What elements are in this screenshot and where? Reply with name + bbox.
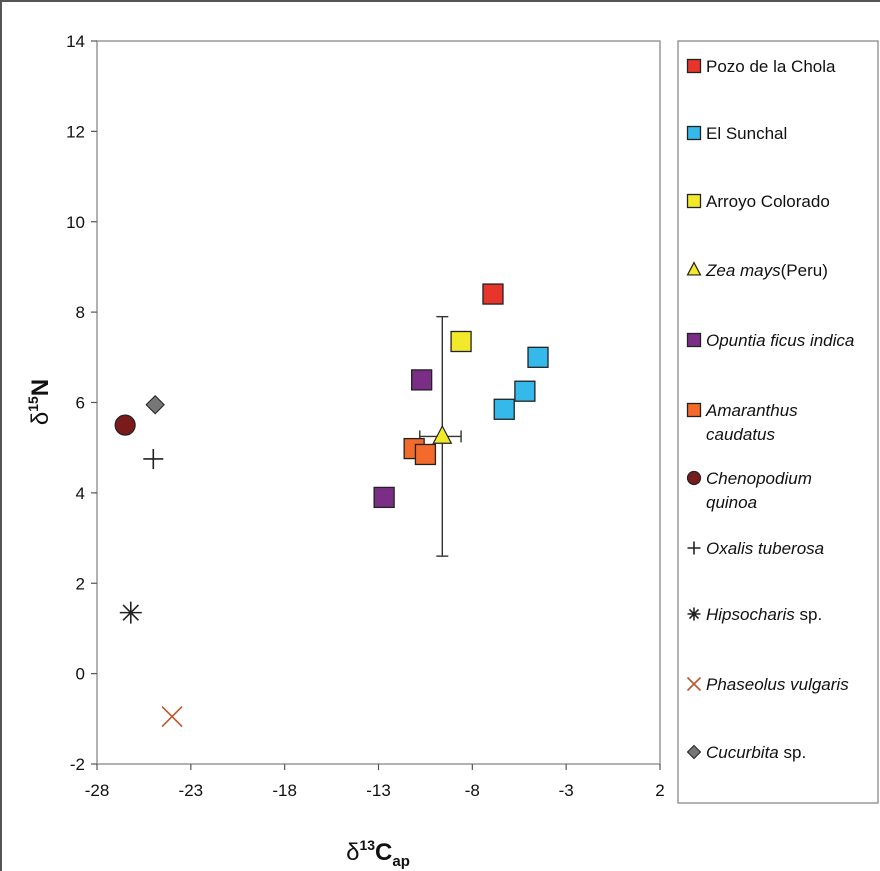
data-marks	[114, 283, 549, 728]
data-point-triangle	[432, 424, 453, 444]
legend: Pozo de la Chola El Sunchal Arroyo Colorad…	[686, 57, 854, 762]
legend-label-rest: sp.	[795, 605, 822, 624]
legend-marker-star	[687, 607, 701, 621]
legend-marker-square	[686, 332, 702, 348]
legend-label: quinoa	[706, 493, 757, 512]
y-tick-label: 2	[76, 574, 85, 593]
legend-label: Oxalis tuberosa	[706, 539, 824, 558]
legend-marker-x	[686, 676, 702, 692]
x-tick-label: -13	[366, 781, 391, 800]
legend-label: Chenopodium	[706, 469, 812, 488]
legend-label-italic: Cucurbita	[706, 743, 779, 762]
legend-label-rest: (Peru)	[781, 261, 828, 280]
y-tick-label: 10	[66, 213, 85, 232]
x-tick-label: -3	[559, 781, 574, 800]
y-tick-label: 0	[76, 665, 85, 684]
x-axis-label-main: C	[375, 839, 392, 866]
data-point-diamond	[145, 395, 165, 415]
legend-label: Amaranthus	[705, 401, 798, 420]
y-axis-label: δ15N	[25, 379, 54, 425]
data-point-square	[450, 330, 472, 353]
legend-marker-plus	[687, 541, 701, 555]
x-axis-label-sub: ap	[392, 853, 410, 870]
axes: -28 -23 -18 -13 -8 -3 2 -2 0 2 4 6 8 10 12 14	[66, 32, 665, 800]
legend-label: Arroyo Colorado	[706, 192, 830, 211]
y-tick-label: 4	[76, 484, 85, 503]
y-axis-label-main: N	[27, 379, 54, 396]
legend-label: caudatus	[706, 425, 775, 444]
legend-box	[677, 40, 879, 804]
legend-label: Hipsocharis sp.	[706, 605, 822, 624]
data-point-square	[411, 369, 433, 391]
legend-label: Pozo de la Chola	[706, 57, 836, 76]
data-point-square	[373, 486, 395, 509]
data-point-square	[493, 398, 515, 420]
data-point-square	[527, 346, 549, 368]
x-tick-label: -23	[179, 781, 204, 800]
x-tick-label: 2	[655, 781, 664, 800]
legend-label-rest: sp.	[779, 743, 806, 762]
legend-label-italic: Zea mays	[705, 261, 781, 280]
y-tick-label: 6	[76, 394, 85, 413]
x-tick-label: -28	[85, 781, 110, 800]
y-tick-label: -2	[70, 755, 85, 774]
data-point-x	[161, 705, 183, 728]
y-axis-label-sup: 15	[25, 396, 41, 412]
x-tick-label: -8	[465, 781, 480, 800]
legend-label: El Sunchal	[706, 124, 787, 143]
y-tick-label: 12	[66, 122, 85, 141]
data-point-square	[514, 380, 536, 402]
legend-label: Cucurbita sp.	[706, 743, 806, 762]
data-point-square	[414, 443, 437, 466]
x-axis-label: δ13Cap	[346, 837, 410, 870]
legend-marker-diamond	[686, 744, 702, 760]
x-axis-label-base: δ	[346, 839, 359, 866]
legend-label: Zea mays(Peru)	[705, 261, 828, 280]
data-point-star	[119, 601, 142, 624]
y-axis-label-base: δ	[27, 412, 54, 425]
legend-label: Opuntia ficus indica	[706, 331, 854, 350]
x-tick-label: -18	[272, 781, 297, 800]
data-point-circle	[114, 414, 136, 436]
legend-marker-square	[686, 193, 702, 209]
legend-label-italic: Opuntia ficus indica	[706, 331, 854, 350]
x-axis-label-sup: 13	[359, 837, 375, 853]
plot-area	[96, 40, 661, 765]
legend-label-italic: Hipsocharis	[706, 605, 795, 624]
legend-label-italic: Phaseolus vulgaris	[706, 675, 849, 694]
data-point-square	[482, 283, 504, 305]
legend-label-italic: Oxalis tuberosa	[706, 539, 824, 558]
legend-label: Phaseolus vulgaris	[706, 675, 849, 694]
legend-marker-square	[686, 58, 702, 74]
y-tick-label: 8	[76, 303, 85, 322]
legend-marker-square	[686, 402, 702, 418]
data-point-plus	[143, 448, 164, 469]
legend-marker-circle	[686, 470, 702, 486]
y-tick-label: 14	[66, 32, 85, 51]
legend-marker-square	[686, 125, 702, 141]
legend-marker-triangle	[686, 261, 702, 276]
